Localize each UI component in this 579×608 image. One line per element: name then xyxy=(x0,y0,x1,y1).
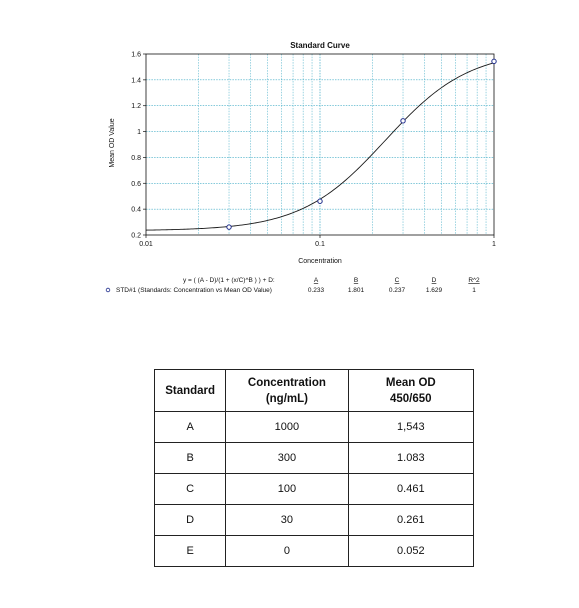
y-tick-label: 0.6 xyxy=(131,181,141,188)
fit-header-c: C xyxy=(395,277,400,284)
mean-od-cell: 0.052 xyxy=(347,535,475,567)
x-axis-label: Concentration xyxy=(298,258,342,265)
x-tick-label: 1 xyxy=(492,241,496,248)
fit-header-b: B xyxy=(354,277,358,284)
x-tick-label: 0.1 xyxy=(315,241,325,248)
standard-cell: C xyxy=(153,473,227,505)
tick-layer: 0.2 0.4 0.6 0.8 1 1.2 1.4 1.6 0.01 0.1 1 xyxy=(131,52,496,249)
table-row: A 1000 1,543 xyxy=(153,411,475,443)
header-mean-od: Mean OD 450/650 xyxy=(347,369,475,412)
fit-header-a: A xyxy=(314,277,319,284)
fit-value-d: 1.629 xyxy=(426,287,443,294)
mean-od-cell: 0.261 xyxy=(347,504,475,536)
data-point xyxy=(400,118,406,124)
fit-value-r2: 1 xyxy=(472,287,476,294)
fit-value-a: 0.233 xyxy=(308,287,325,294)
table-header-row: Standard Concentration (ng/mL) Mean OD 4… xyxy=(153,369,475,412)
chart-title: Standard Curve xyxy=(290,41,350,50)
fit-value-c: 0.237 xyxy=(389,287,406,294)
y-tick-label: 1.4 xyxy=(131,77,141,84)
y-tick-label: 1.6 xyxy=(131,52,141,59)
header-concentration: Concentration (ng/mL) xyxy=(225,369,349,412)
legend-marker-icon xyxy=(105,287,111,293)
fit-value-b: 1.801 xyxy=(348,287,365,294)
concentration-cell: 30 xyxy=(225,504,349,536)
standard-cell: B xyxy=(153,442,227,474)
y-axis-label: Mean OD Value xyxy=(109,118,116,167)
data-point xyxy=(226,224,232,230)
standard-curve-chart: Standard Curve 0.2 0.4 0.6 0.8 1 1.2 1.4 1.6 0.0… xyxy=(105,41,497,294)
concentration-cell: 300 xyxy=(225,442,349,474)
standards-table: Standard Concentration (ng/mL) Mean OD 4… xyxy=(153,369,475,567)
table-row: B 300 1.083 xyxy=(153,442,475,474)
y-tick-label: 1.2 xyxy=(131,103,141,110)
table-row: C 100 0.461 xyxy=(153,473,475,505)
fit-equation: y = ( (A - D)/(1 + (x/C)^B ) ) + D: xyxy=(183,277,275,284)
standard-cell: D xyxy=(153,504,227,536)
fit-header-d: D xyxy=(432,277,437,284)
table-row: D 30 0.261 xyxy=(153,504,475,536)
x-tick-label: 0.01 xyxy=(139,241,153,248)
table-row: E 0 0.052 xyxy=(153,535,475,567)
y-tick-label: 0.4 xyxy=(131,207,141,214)
y-tick-label: 0.2 xyxy=(131,233,141,240)
mean-od-cell: 1,543 xyxy=(347,411,475,443)
data-points xyxy=(226,58,497,230)
header-standard: Standard xyxy=(153,369,227,412)
concentration-cell: 1000 xyxy=(225,411,349,443)
fit-series-label: STD#1 (Standards: Concentration vs Mean … xyxy=(116,287,272,294)
y-tick-label: 1 xyxy=(137,129,141,136)
standard-cell: E xyxy=(153,535,227,567)
concentration-cell: 100 xyxy=(225,473,349,505)
fit-header-r2: R^2 xyxy=(468,277,480,284)
data-point xyxy=(317,198,323,204)
fit-legend: y = ( (A - D)/(1 + (x/C)^B ) ) + D: A B … xyxy=(105,277,480,294)
mean-od-cell: 1.083 xyxy=(347,442,475,474)
grid-layer xyxy=(146,54,494,235)
standard-cell: A xyxy=(153,411,227,443)
y-tick-label: 0.8 xyxy=(131,155,141,162)
concentration-cell: 0 xyxy=(225,535,349,567)
data-point xyxy=(491,58,497,65)
mean-od-cell: 0.461 xyxy=(347,473,475,505)
